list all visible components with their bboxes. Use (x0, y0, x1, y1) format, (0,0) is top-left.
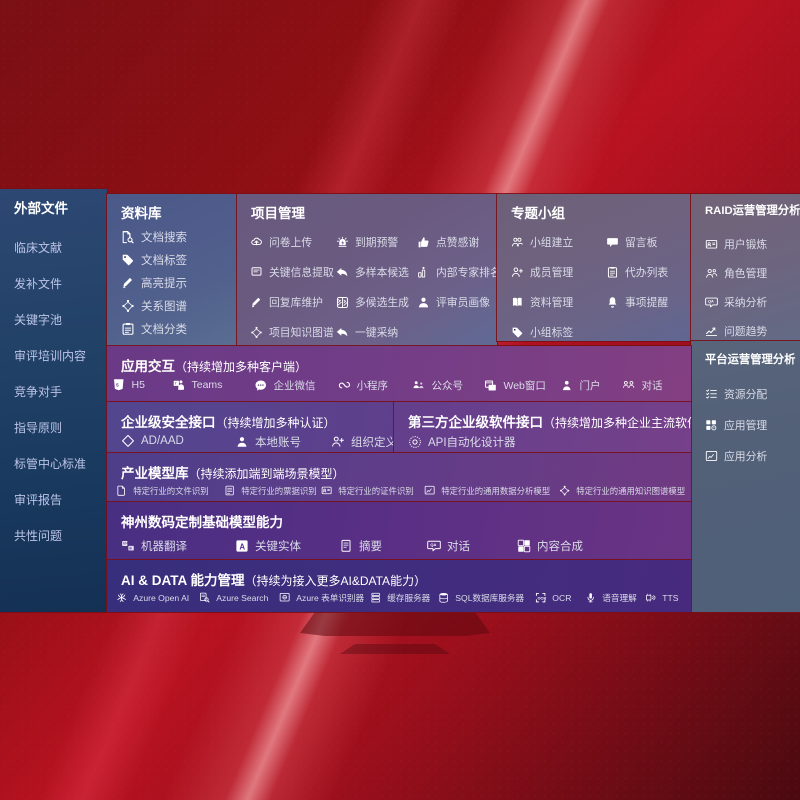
svg-text:A: A (239, 543, 245, 552)
svg-text:OCR: OCR (538, 595, 547, 600)
svg-text:中: 中 (129, 545, 132, 550)
svg-text:T: T (175, 382, 177, 386)
svg-text:QA: QA (708, 299, 714, 303)
svg-text:QA: QA (430, 542, 436, 547)
svg-text:EN: EN (123, 542, 128, 546)
